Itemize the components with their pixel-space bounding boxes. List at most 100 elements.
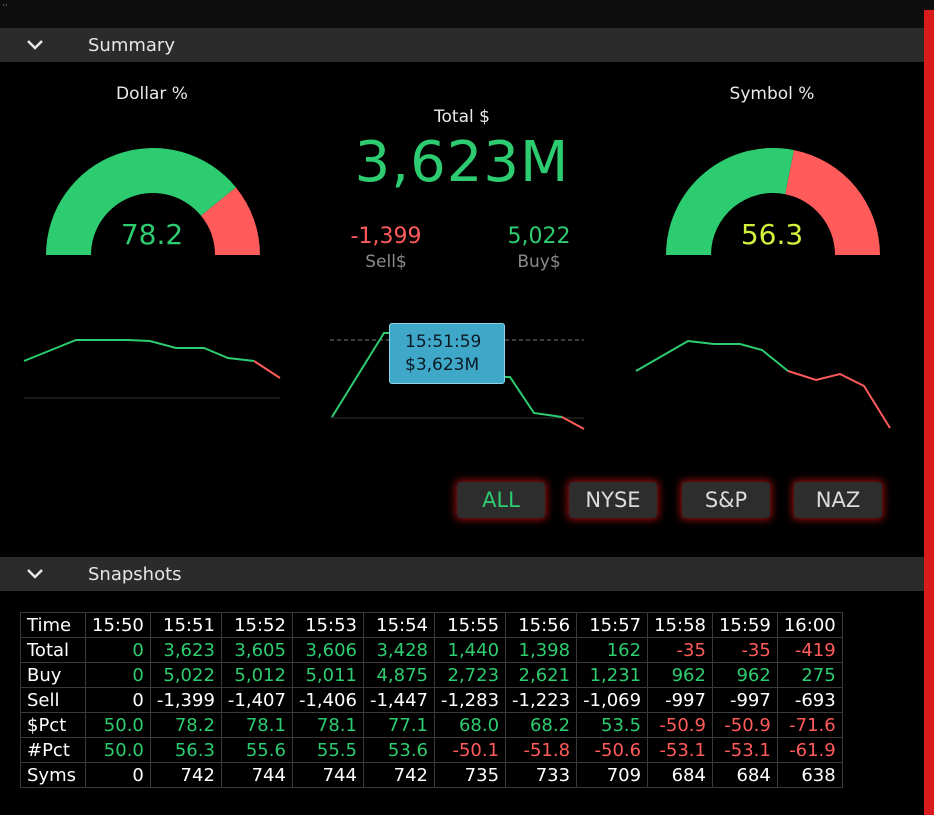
table-cell: -50.1 (433, 737, 507, 763)
column-header: Time (20, 612, 86, 638)
table-cell: 77.1 (362, 712, 436, 738)
column-header: 15:53 (291, 612, 364, 638)
table-cell: 3,606 (291, 637, 364, 663)
sell-value: -1,399 (350, 224, 422, 249)
table-cell: 742 (149, 762, 222, 788)
symbol-gauge-title: Symbol % (729, 84, 815, 104)
row-label: #Pct (20, 737, 86, 763)
table-cell: 638 (776, 762, 843, 788)
row-label: Syms (20, 762, 86, 788)
column-header: 15:59 (711, 612, 778, 638)
snapshots-title: Snapshots (88, 563, 182, 585)
dollar-gauge-value: 78.2 (120, 218, 184, 251)
table-cell: 55.6 (220, 737, 293, 763)
column-header: 15:50 (85, 612, 151, 638)
table-cell: -35 (647, 637, 713, 663)
table-cell: 1,398 (505, 637, 578, 663)
chevron-down-icon[interactable] (0, 28, 70, 62)
summary-title: Summary (88, 34, 175, 56)
symbol-pct-sparkline (635, 339, 891, 429)
symbol-gauge-value: 56.3 (740, 218, 804, 251)
table-row: Syms 0 742 744 744 742 735 733 709 684 684 638 (20, 762, 843, 788)
table-cell: 744 (291, 762, 364, 788)
table-cell: 962 (647, 662, 713, 688)
window-edge-bar (924, 10, 934, 815)
table-cell: -693 (776, 687, 843, 713)
table-cell: -419 (776, 637, 843, 663)
table-cell: -997 (647, 687, 713, 713)
table-cell: -1,223 (505, 687, 578, 713)
total-value: 3,623M (354, 130, 570, 195)
row-label: Sell (20, 687, 86, 713)
table-header-row: Time 15:50 15:51 15:52 15:53 15:54 15:55 15:56 1… (20, 612, 843, 638)
table-cell: -997 (711, 687, 778, 713)
table-cell: 684 (647, 762, 713, 788)
gauge-negative-arc (201, 187, 260, 255)
snapshots-header[interactable]: Snapshots (0, 557, 924, 591)
tooltip-time: 15:51:59 (405, 332, 482, 352)
table-cell: -71.6 (776, 712, 843, 738)
table-row: #Pct 50.0 56.3 55.6 55.5 53.6 -50.1 -51.8 -50.6-… (20, 737, 843, 763)
total-label: Total $ (434, 107, 490, 127)
table-cell: 0 (85, 662, 151, 688)
gauge-negative-arc (785, 150, 880, 255)
table-cell: -1,399 (149, 687, 222, 713)
table-cell: -1,406 (291, 687, 364, 713)
row-label: Buy (20, 662, 86, 688)
table-row: Buy 0 5,022 5,012 5,011 4,875 2,723 2,621 1,231 9… (20, 662, 843, 688)
column-header: 15:51 (149, 612, 222, 638)
table-cell: 5,022 (149, 662, 222, 688)
table-cell: 3,428 (362, 637, 436, 663)
table-cell: 744 (220, 762, 293, 788)
table-cell: 709 (576, 762, 649, 788)
table-cell: -53.1 (647, 737, 713, 763)
table-cell: 742 (362, 762, 436, 788)
filter-nyse-button[interactable]: NYSE (569, 482, 657, 518)
summary-panel (0, 62, 924, 536)
table-cell: -35 (711, 637, 778, 663)
table-cell: -61.9 (776, 737, 843, 763)
drag-handle-icon[interactable]: ·· (2, 1, 8, 11)
column-header: 16:00 (776, 612, 843, 638)
snapshots-table: Time 15:50 15:51 15:52 15:53 15:54 15:55 15:56 1… (20, 612, 843, 788)
summary-header[interactable]: Summary (0, 28, 924, 62)
table-cell: 1,231 (576, 662, 649, 688)
row-label: Total (20, 637, 86, 663)
table-cell: -1,283 (433, 687, 507, 713)
table-cell: 2,621 (505, 662, 578, 688)
table-row: $Pct 50.0 78.2 78.1 78.1 77.1 68.0 68.2 53.5 -50.… (20, 712, 843, 738)
table-row: Total 0 3,623 3,605 3,606 3,428 1,440 1,398 162-… (20, 637, 843, 663)
chevron-down-icon[interactable] (0, 557, 70, 591)
tooltip-value: $3,623M (405, 355, 480, 375)
column-header: 15:54 (362, 612, 436, 638)
table-cell: 55.5 (291, 737, 364, 763)
dollar-gauge-title: Dollar % (116, 84, 188, 104)
table-row: Sell 0 -1,399 -1,407 -1,406 -1,447 -1,283 -1,22… (20, 687, 843, 713)
filter-sp-button[interactable]: S&P (682, 482, 770, 518)
table-cell: -1,447 (362, 687, 436, 713)
symbol-gauge (666, 147, 880, 255)
table-cell: 78.1 (291, 712, 364, 738)
table-cell: -1,069 (576, 687, 649, 713)
table-cell: 5,011 (291, 662, 364, 688)
table-cell: 3,605 (220, 637, 293, 663)
table-cell: 0 (85, 687, 151, 713)
table-cell: 1,440 (433, 637, 507, 663)
gauge-positive-arc (46, 147, 236, 255)
table-cell: -50.9 (647, 712, 713, 738)
column-header: 15:52 (220, 612, 293, 638)
gauge-positive-arc (666, 147, 795, 255)
table-cell: -53.1 (711, 737, 778, 763)
top-strip (0, 0, 934, 28)
table-cell: 78.1 (220, 712, 293, 738)
sell-label: Sell$ (365, 252, 407, 272)
column-header: 15:58 (647, 612, 713, 638)
table-cell: -1,407 (220, 687, 293, 713)
filter-naz-button[interactable]: NAZ (794, 482, 882, 518)
table-cell: 4,875 (362, 662, 436, 688)
dollar-pct-sparkline (23, 339, 281, 399)
table-cell: 733 (505, 762, 578, 788)
table-cell: 50.0 (85, 737, 151, 763)
column-header: 15:56 (505, 612, 578, 638)
filter-all-button[interactable]: ALL (457, 482, 545, 518)
